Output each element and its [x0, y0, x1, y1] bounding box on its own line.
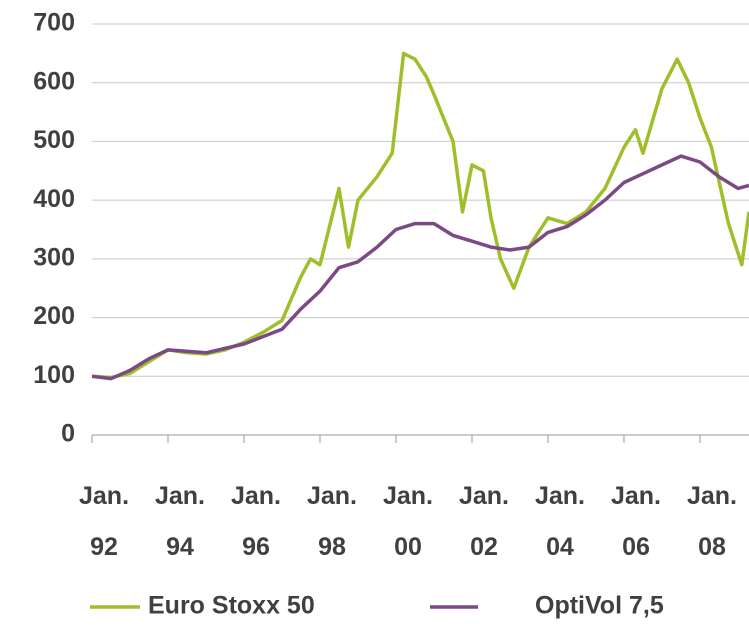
x-tick-label: Jan. 06 — [611, 482, 661, 561]
x-tick-label: Jan. 96 — [231, 482, 281, 561]
y-tick-label: 100 — [33, 361, 75, 389]
series-line — [91, 51, 749, 380]
y-tick-label: 0 — [61, 420, 75, 448]
y-tick-label: 200 — [33, 302, 75, 330]
y-tick-label: 700 — [33, 9, 75, 37]
x-tick-label: Jan. 94 — [155, 482, 205, 561]
x-tick-label: Jan. 92 — [79, 482, 129, 561]
y-tick-label: 500 — [33, 126, 75, 154]
x-tick-label: Jan. 02 — [459, 482, 509, 561]
y-tick-label: 600 — [33, 67, 75, 95]
y-tick-label: 300 — [33, 243, 75, 271]
legend-label: OptiVol 7,5 — [535, 592, 664, 620]
series-line — [91, 154, 749, 381]
x-tick-label: Jan. 98 — [307, 482, 357, 561]
x-tick-label: Jan. 08 — [687, 482, 737, 561]
legend-label: Euro Stoxx 50 — [148, 592, 315, 620]
y-tick-label: 400 — [33, 185, 75, 213]
x-tick-label: Jan. 00 — [383, 482, 433, 561]
x-tick-label: Jan. 04 — [535, 482, 585, 561]
